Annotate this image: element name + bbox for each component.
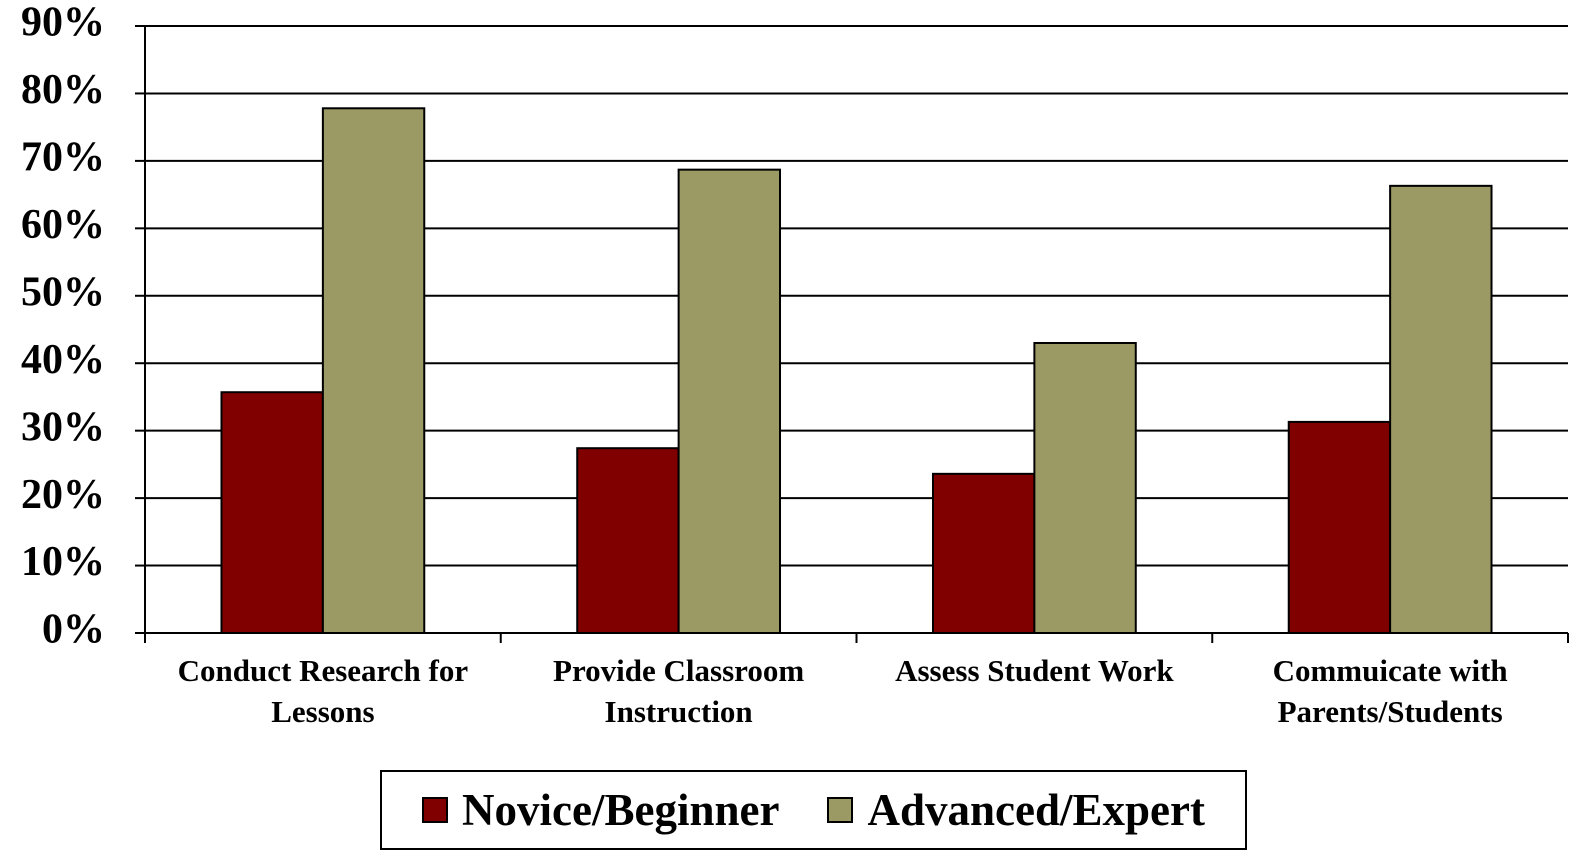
bar [931,472,1036,634]
bar [677,168,782,634]
y-tick-label: 20% [21,472,105,518]
y-tick-label: 60% [21,202,105,248]
bar [321,107,426,634]
legend-swatch [422,797,449,823]
y-tick-label: 70% [21,135,105,181]
y-tick-label: 50% [21,269,105,315]
y-tick-label: 10% [21,539,105,585]
bar [1287,420,1392,634]
legend: Novice/Beginner Advanced/Expert [380,770,1247,850]
legend-label: Advanced/Expert [867,785,1205,835]
bar [1389,184,1493,635]
legend-label: Novice/Beginner [462,785,780,835]
legend-entry: Advanced/Expert [827,784,1205,836]
x-tick-label: Conduct Research for Lessons [177,653,469,729]
x-tick-label: Assess Student Work [895,653,1174,688]
y-tick-label: 90% [21,0,105,46]
y-tick-label: 0% [42,607,105,653]
x-tick-label: Commuicate with Parents/Students [1272,653,1508,729]
bar [220,391,324,634]
y-tick-label: 80% [21,67,105,113]
legend-swatch [827,797,854,823]
y-tick-label: 40% [21,337,105,383]
bar [1033,341,1137,634]
x-tick-label: Provide Classroom Instruction [553,653,805,729]
y-tick-label: 30% [21,404,105,450]
bar [576,447,680,634]
legend-entry: Novice/Beginner [422,784,779,836]
